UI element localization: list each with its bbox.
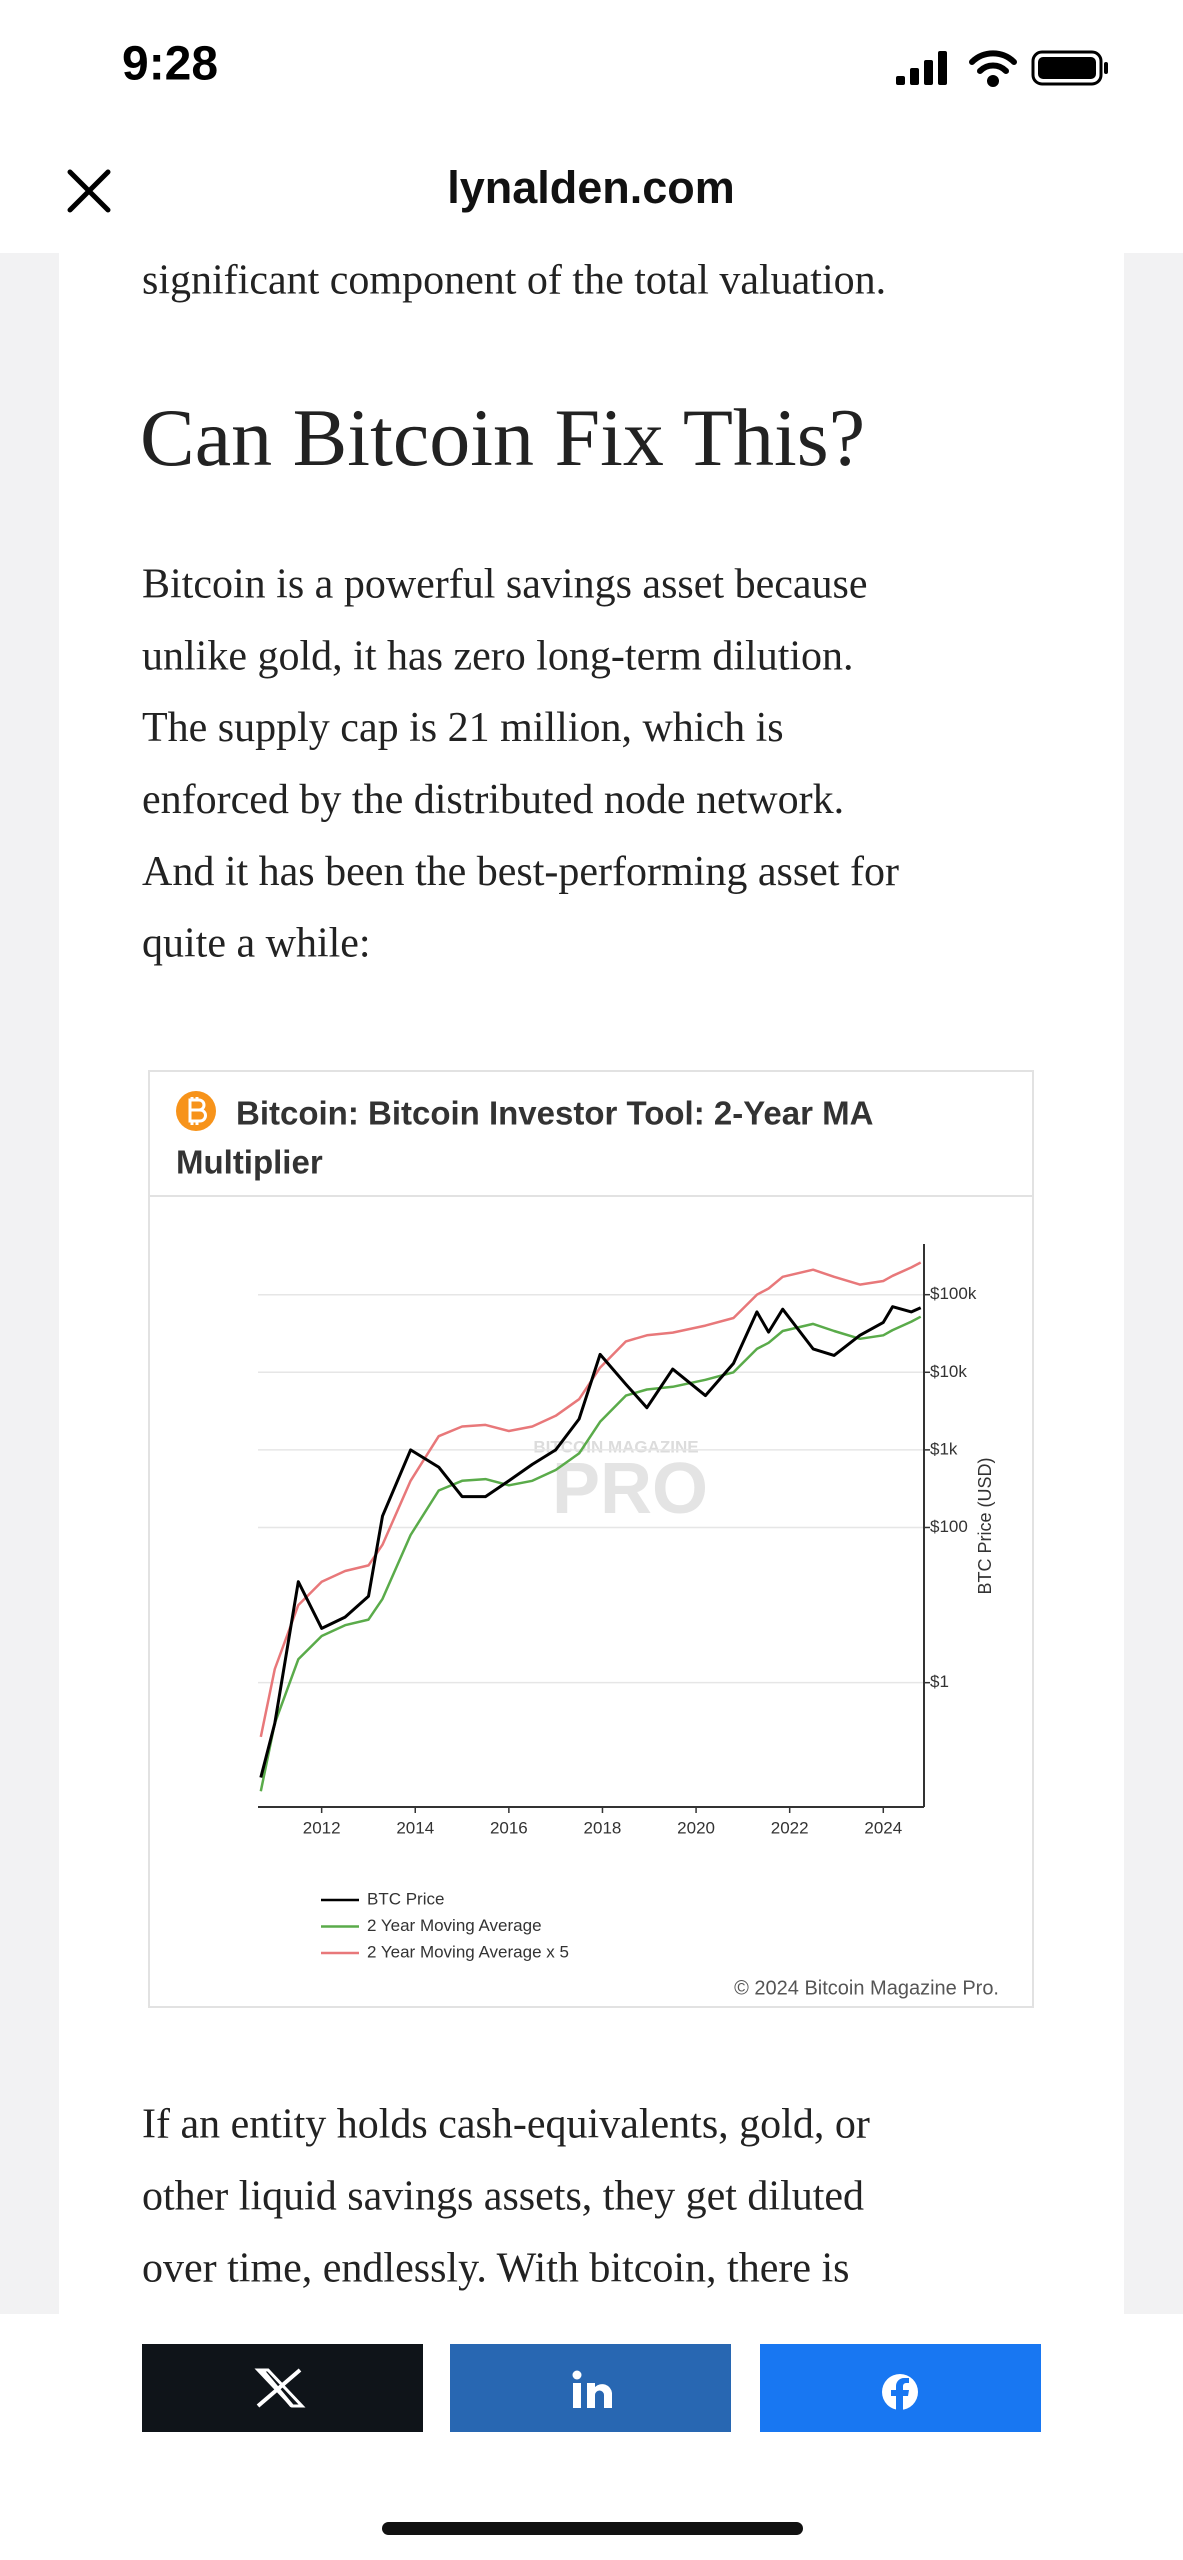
- paragraph-line: The supply cap is 21 million, which is: [142, 705, 784, 751]
- paragraph-line: other liquid savings assets, they get di…: [142, 2174, 864, 2220]
- y-tick-label: $1: [930, 1672, 949, 1691]
- chart-title: Multiplier: [176, 1144, 323, 1181]
- chart: Bitcoin: Bitcoin Investor Tool: 2-Year M…: [176, 1095, 999, 2000]
- legend-label: 2 Year Moving Average: [367, 1916, 542, 1935]
- paragraph-line: enforced by the distributed node network…: [142, 777, 844, 823]
- series-line: [259, 1315, 922, 1792]
- x-tick-label: 2016: [490, 1818, 528, 1837]
- series-line: [259, 1305, 922, 1778]
- watermark: BITCOIN MAGAZINE: [533, 1437, 698, 1456]
- x-tick-label: 2014: [396, 1818, 434, 1837]
- paragraph-line: Bitcoin is a powerful savings asset beca…: [142, 562, 867, 608]
- linkedin-logo: [573, 2383, 581, 2408]
- paragraph-line: unlike gold, it has zero long-term dilut…: [142, 633, 854, 679]
- x-tick-label: 2020: [677, 1818, 715, 1837]
- x-logo: [254, 2368, 306, 2408]
- y-tick-label: $10k: [930, 1362, 967, 1381]
- battery-icon: [1031, 50, 1108, 86]
- y-axis-label: BTC Price (USD): [975, 1457, 995, 1594]
- chart-card: [148, 1070, 1034, 2008]
- legend-label: BTC Price: [367, 1889, 444, 1908]
- facebook-logo: [891, 2378, 909, 2410]
- chart-title: Bitcoin: Bitcoin Investor Tool: 2-Year M…: [236, 1095, 873, 1132]
- bitcoin-symbol: [188, 1097, 207, 1125]
- share-bar: [0, 2314, 1183, 2560]
- wifi-icon: [969, 50, 1017, 87]
- paragraph-line: quite a while:: [142, 921, 371, 967]
- close-button[interactable]: [67, 169, 111, 213]
- linkedin-logo: [572, 2370, 582, 2380]
- lead-line: significant component of the total valua…: [142, 258, 886, 304]
- share-x[interactable]: [142, 2344, 423, 2432]
- paragraph-line: over time, endlessly. With bitcoin, ther…: [142, 2246, 850, 2292]
- series-line: [259, 1261, 922, 1738]
- header: [0, 0, 1183, 253]
- y-tick-label: $100: [930, 1517, 968, 1536]
- home-indicator: [382, 2522, 803, 2535]
- x-tick-label: 2022: [771, 1818, 809, 1837]
- watermark: PRO: [552, 1449, 708, 1529]
- heading: Can Bitcoin Fix This?: [140, 392, 865, 483]
- linkedin-logo: [587, 2383, 612, 2408]
- y-tick-label: $100k: [930, 1284, 977, 1303]
- x-tick-label: 2018: [584, 1818, 622, 1837]
- y-tick-label: $1k: [930, 1439, 958, 1458]
- signal-icon: [896, 51, 947, 85]
- article: significant component of the total valua…: [140, 258, 899, 2292]
- copyright: © 2024 Bitcoin Magazine Pro.: [734, 1977, 999, 1999]
- site-name: lynalden.com: [447, 162, 735, 213]
- paragraph-line: And it has been the best-performing asse…: [142, 849, 899, 895]
- paragraph-line: If an entity holds cash-equivalents, gol…: [142, 2102, 870, 2148]
- x-tick-label: 2012: [303, 1818, 341, 1837]
- status-time: 9:28: [122, 38, 218, 91]
- legend-label: 2 Year Moving Average x 5: [367, 1942, 569, 1961]
- x-tick-label: 2024: [864, 1818, 902, 1837]
